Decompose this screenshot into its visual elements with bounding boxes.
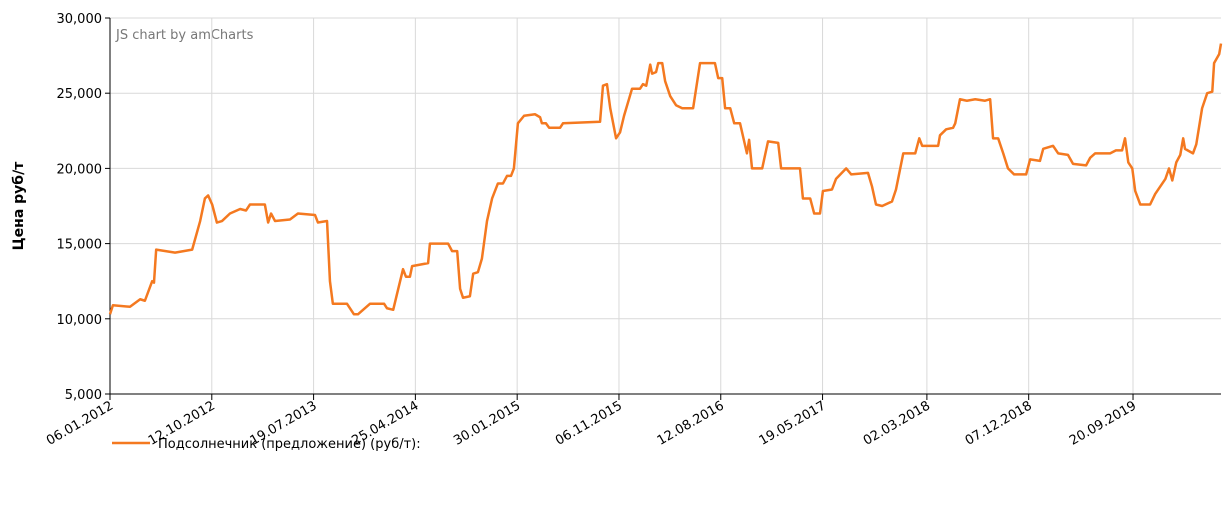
y-tick-label: 10,000 xyxy=(57,313,103,328)
x-tick-label: 19.05.2017 xyxy=(757,398,829,448)
y-tick-label: 20,000 xyxy=(57,162,103,177)
y-axis-label: Цена руб/т xyxy=(11,161,27,251)
x-tick-label: 20.09.2019 xyxy=(1067,398,1139,448)
y-tick-label: 25,000 xyxy=(57,87,103,102)
x-tick-label: 07.12.2018 xyxy=(963,398,1035,448)
line-series xyxy=(108,43,1223,316)
x-tick-label: 12.08.2016 xyxy=(655,398,727,448)
x-tick-label: 30.01.2015 xyxy=(451,398,523,448)
x-tick-label: 02.03.2018 xyxy=(861,398,933,448)
x-tick-label: 06.11.2015 xyxy=(553,398,625,448)
x-tick-label: 06.01.2012 xyxy=(44,398,116,448)
y-tick-label: 30,000 xyxy=(57,12,103,27)
y-tick-label: 15,000 xyxy=(57,238,103,253)
y-tick-label: 5,000 xyxy=(65,388,102,403)
credit: JS chart by amCharts xyxy=(115,28,254,43)
legend-label: Подсолнечник (предложение) (руб/т): xyxy=(158,437,421,452)
